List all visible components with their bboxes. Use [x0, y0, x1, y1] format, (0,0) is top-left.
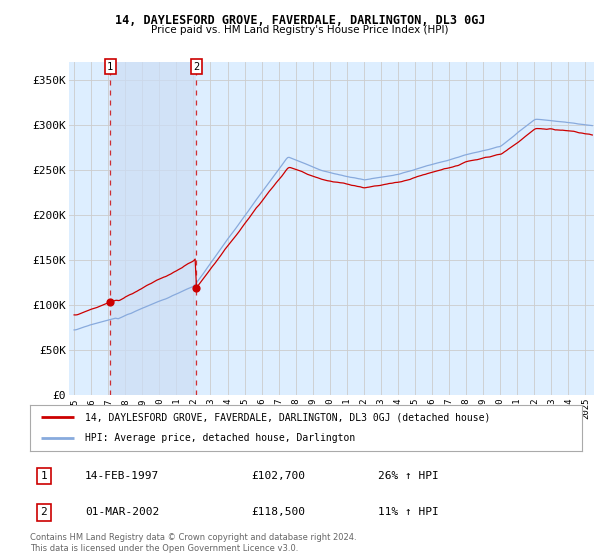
Text: 14, DAYLESFORD GROVE, FAVERDALE, DARLINGTON, DL3 0GJ: 14, DAYLESFORD GROVE, FAVERDALE, DARLING… — [115, 14, 485, 27]
Text: Price paid vs. HM Land Registry's House Price Index (HPI): Price paid vs. HM Land Registry's House … — [151, 25, 449, 35]
Text: 1: 1 — [40, 471, 47, 481]
Point — [106, 298, 115, 307]
Text: Contains HM Land Registry data © Crown copyright and database right 2024.
This d: Contains HM Land Registry data © Crown c… — [30, 533, 356, 553]
Text: 14, DAYLESFORD GROVE, FAVERDALE, DARLINGTON, DL3 0GJ (detached house): 14, DAYLESFORD GROVE, FAVERDALE, DARLING… — [85, 412, 491, 422]
Text: 26% ↑ HPI: 26% ↑ HPI — [378, 471, 439, 481]
Text: 11% ↑ HPI: 11% ↑ HPI — [378, 507, 439, 517]
Text: 01-MAR-2002: 01-MAR-2002 — [85, 507, 160, 517]
Text: 2: 2 — [193, 62, 199, 72]
Text: £118,500: £118,500 — [251, 507, 305, 517]
Bar — [110, 62, 196, 395]
Text: 1: 1 — [107, 62, 113, 72]
Point — [191, 283, 201, 292]
Text: HPI: Average price, detached house, Darlington: HPI: Average price, detached house, Darl… — [85, 433, 355, 444]
Text: 14-FEB-1997: 14-FEB-1997 — [85, 471, 160, 481]
Text: 2: 2 — [40, 507, 47, 517]
Text: £102,700: £102,700 — [251, 471, 305, 481]
